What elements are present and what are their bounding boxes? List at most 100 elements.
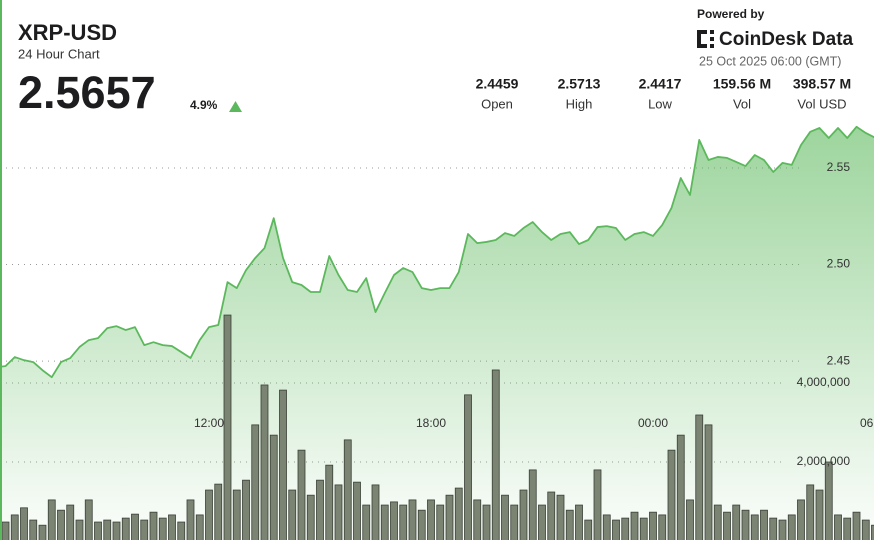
volume-bar [630,511,639,540]
volume-bar [288,489,297,540]
volume-bar [84,499,93,540]
volume-bar [445,494,454,540]
volume-bar [556,494,565,540]
volume-bar [732,504,741,540]
stat-label: Open [481,96,513,111]
volume-bar [473,499,482,540]
stat-value: 2.4417 [639,76,682,92]
price-area [0,126,874,540]
volume-bar [843,517,852,540]
x-tick-label: 12:00 [194,416,224,430]
volume-bar [316,479,324,540]
volume-bar [10,514,19,540]
volume-bars [0,314,874,540]
volume-bar [612,519,620,540]
y-tick-label: 2.45 [827,353,851,367]
stat-label: Vol USD [797,96,846,111]
volume-bar [408,499,417,540]
volume-bar [325,464,334,540]
volume-bar [575,504,583,540]
current-price: 2.5657 [18,67,156,118]
volume-bar [704,424,713,540]
volume-bar [390,501,398,540]
volume-bar [306,494,315,540]
volume-bar [852,511,861,540]
volume-bar [501,494,509,540]
volume-bar [260,384,269,540]
volume-bar [584,519,593,540]
volume-bar [195,514,204,540]
volume-bar [797,499,805,540]
volume-bar [214,483,223,540]
y2-tick-label: 2,000,000 [797,454,851,468]
volume-bar [871,524,874,540]
brand-name: CoinDesk Data [719,29,854,50]
volume-bar [334,484,343,540]
volume-bar [806,484,815,540]
volume-bar [528,469,537,540]
volume-bar [362,504,371,540]
stat-label: Vol [733,96,751,111]
volume-bar [436,504,445,540]
volume-bar [861,519,870,540]
volume-bar [371,484,380,540]
stat-label: High [566,96,593,111]
volume-bar [454,487,463,540]
price-change: 4.9% [190,98,218,112]
volume-bar [778,519,787,540]
volume-bar [242,479,250,540]
brand-logo [697,30,714,48]
powered-by: Powered by [697,7,765,21]
volume-bar [47,499,56,540]
volume-bar [297,449,306,540]
volume-bar [686,499,694,540]
x-tick-label: 06:00 [860,416,874,430]
volume-bar [658,514,667,540]
volume-bar [94,521,102,540]
volume-bar [57,509,65,540]
volume-bar [750,514,759,540]
volume-bar [667,449,676,540]
volume-bar [177,521,186,540]
volume-bar [621,517,630,540]
volume-bar [713,504,722,540]
volume-bar [417,509,426,540]
volume-bar [639,517,648,540]
volume-bar [538,504,546,540]
stat-value: 2.4459 [476,76,519,92]
volume-bar [103,519,112,540]
volume-bar [760,509,768,540]
volume-bar [232,489,241,540]
volume-bar [519,489,528,540]
volume-bar [38,524,47,540]
stat-value: 159.56 M [713,76,771,92]
y-tick-label: 2.55 [827,160,851,174]
x-tick-label: 00:00 [638,416,668,430]
price-line [0,125,874,379]
volume-bar [186,499,195,540]
volume-bar [29,519,38,540]
volume-bar [223,314,232,540]
volume-bar [399,504,408,540]
volume-bar [482,504,491,540]
stat-value: 398.57 M [793,76,851,92]
volume-bar [112,521,121,540]
chart-title: XRP-USD [18,20,117,45]
volume-bar [251,424,260,540]
volume-bar [676,434,685,540]
volume-bar [140,519,149,540]
volume-bar [565,509,574,540]
volume-bar [75,519,84,540]
volume-bar [149,511,158,540]
volume-bar [121,517,130,540]
volume-bar [66,504,75,540]
y2-tick-label: 4,000,000 [797,375,851,389]
plot-area: 2.45 2.50 2.55 2,000,000 4,000,000 12:00 18:00… [0,125,874,540]
volume-bar [1,521,10,540]
volume-bar [547,491,556,540]
chart-subtitle: 24 Hour Chart [18,46,100,61]
volume-bar [769,517,778,540]
chart-date: 25 Oct 2025 06:00 (GMT) [699,54,841,68]
